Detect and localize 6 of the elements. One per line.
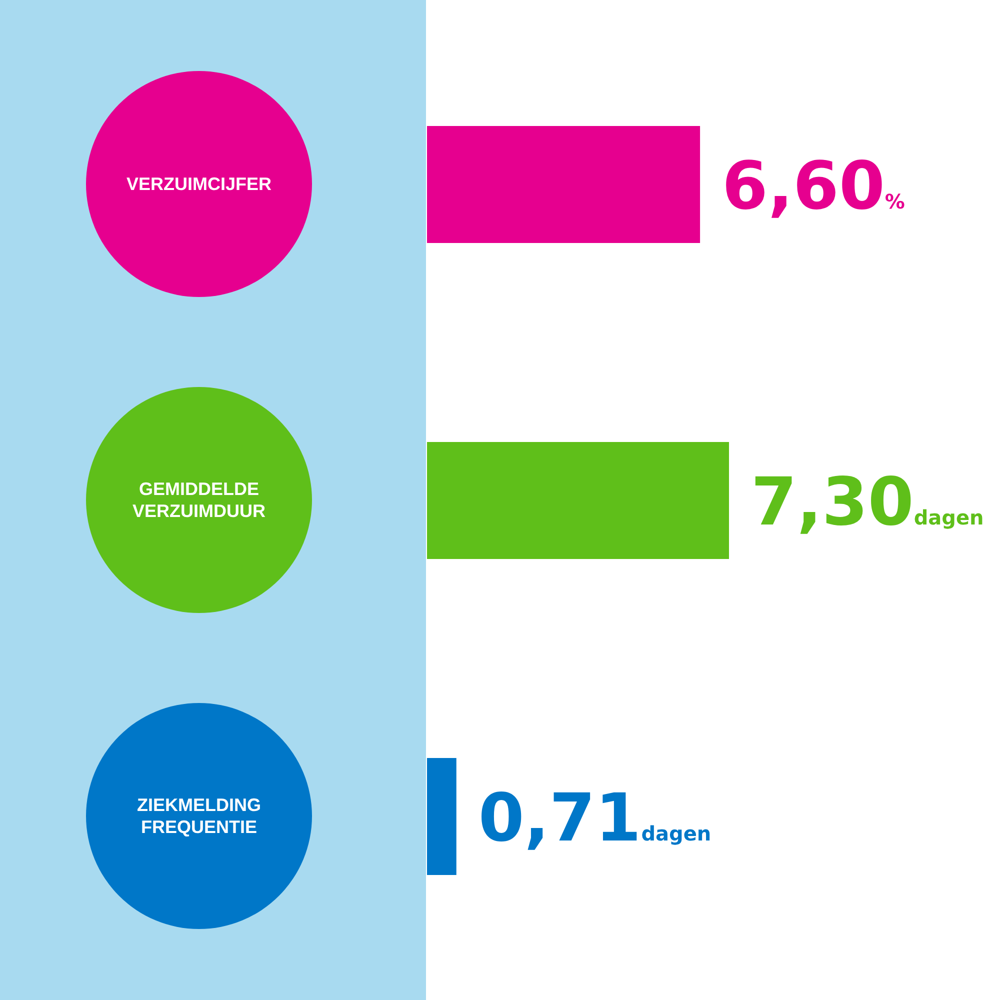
y-tick-label: VERZUIMCIJFER <box>126 174 272 194</box>
y-tick-label: ZIEKMELDING FREQUENTIE <box>137 795 261 837</box>
data-label: 0,71dagen <box>478 780 712 856</box>
data-label: 7,30dagen <box>751 464 984 540</box>
y-tick-label: GEMIDDELDE VERZUIMDUUR <box>132 479 266 521</box>
data-label: 6,60% <box>722 148 905 224</box>
